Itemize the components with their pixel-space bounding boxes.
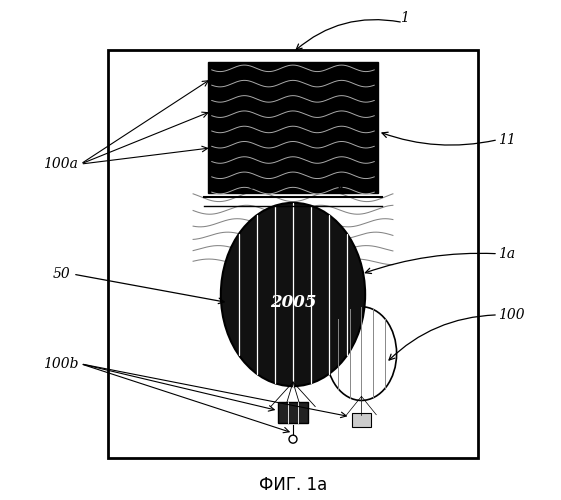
Text: 2005: 2005: [270, 294, 316, 311]
Ellipse shape: [221, 203, 365, 386]
Circle shape: [289, 435, 297, 443]
Text: 100а: 100а: [43, 157, 78, 171]
Text: 1а: 1а: [498, 246, 515, 261]
Ellipse shape: [327, 306, 397, 400]
Bar: [108, 50, 478, 458]
Text: 100b: 100b: [43, 357, 79, 371]
Text: 50: 50: [53, 267, 71, 281]
Bar: [352, 412, 371, 427]
Text: 1: 1: [401, 10, 410, 24]
Text: 100: 100: [498, 308, 525, 322]
Text: ФИГ. 1a: ФИГ. 1a: [259, 476, 327, 494]
Bar: [278, 402, 308, 423]
Text: 11: 11: [498, 132, 516, 146]
Bar: [208, 62, 378, 192]
